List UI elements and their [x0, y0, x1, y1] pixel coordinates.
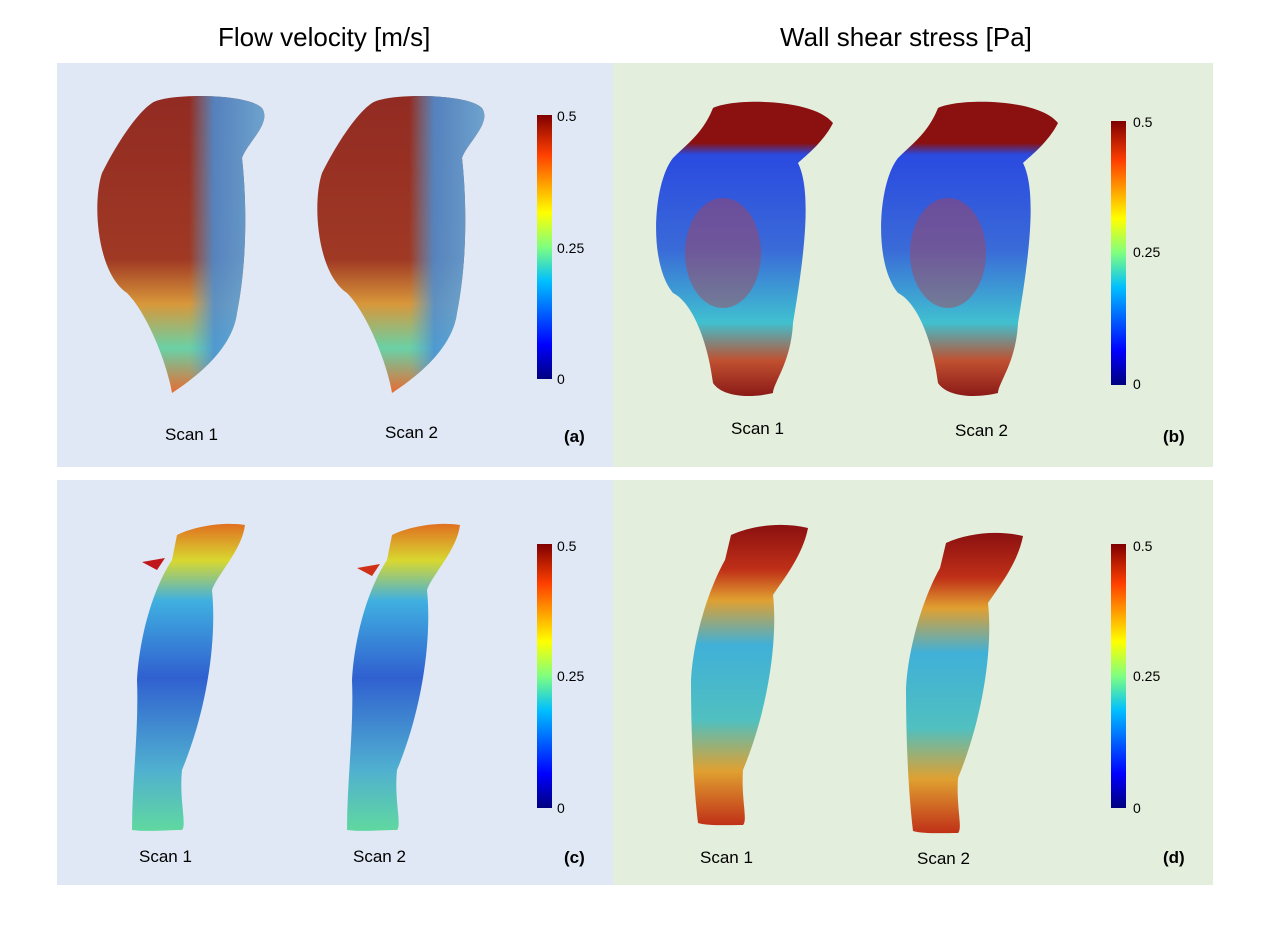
panel-letter: (b) [1163, 427, 1185, 446]
panel-b-wall-shear-stress: Scan 1 Scan 2 (b) 0.5 0.25 0 [613, 63, 1213, 467]
scan-1-vessel [656, 101, 833, 396]
panel-d-wall-shear-stress: Scan 1 Scan 2 (d) 0.5 0.25 0 [613, 480, 1213, 885]
panel-a-vessel-render [97, 96, 485, 394]
colorbar-max-label: 0.5 [557, 108, 577, 124]
colorbar-min-label: 0 [557, 800, 565, 816]
panel-a-flow-velocity: Scan 1 Scan 2 (a) 0.5 0.25 0 [57, 63, 613, 467]
scan-1-vessel [691, 524, 808, 826]
colorbar-max-label: 0.5 [1133, 538, 1153, 554]
colorbar [1111, 121, 1126, 385]
scan-2-vessel [881, 101, 1058, 396]
panel-letter: (c) [564, 848, 585, 867]
colorbar-max-label: 0.5 [1133, 114, 1153, 130]
wall-shear-stress-header: Wall shear stress [Pa] [780, 22, 1032, 52]
scan-2-label: Scan 2 [353, 847, 406, 866]
panel-c-vessel-render [132, 523, 460, 831]
scan-2-vessel [906, 532, 1023, 834]
scan-2-vessel [317, 96, 485, 394]
scan-2-label: Scan 2 [917, 849, 970, 868]
colorbar-mid-label: 0.25 [1133, 668, 1161, 684]
colorbar [537, 115, 552, 379]
colorbar-min-label: 0 [557, 371, 565, 387]
panel-letter: (d) [1163, 848, 1185, 867]
scan-2-label: Scan 2 [955, 421, 1008, 440]
panel-c-flow-velocity: Scan 1 Scan 2 (c) 0.5 0.25 0 [57, 480, 613, 885]
panel-d-vessel-render [691, 524, 1023, 834]
panel-letter: (a) [564, 427, 585, 446]
colorbar-mid-label: 0.25 [557, 240, 585, 256]
colorbar [1111, 544, 1126, 808]
colorbar-max-label: 0.5 [557, 538, 577, 554]
scan-2-label: Scan 2 [385, 423, 438, 442]
colorbar-min-label: 0 [1133, 376, 1141, 392]
scan-1-vessel [132, 523, 245, 831]
scan-1-vessel [97, 96, 265, 394]
colorbar [537, 544, 552, 808]
colorbar-mid-label: 0.25 [557, 668, 585, 684]
scan-1-label: Scan 1 [165, 425, 218, 444]
scan-1-label: Scan 1 [731, 419, 784, 438]
colorbar-mid-label: 0.25 [1133, 244, 1161, 260]
scan-1-label: Scan 1 [139, 847, 192, 866]
panel-b-vessel-render [656, 101, 1058, 396]
scan-2-vessel [347, 523, 460, 831]
scan-1-label: Scan 1 [700, 848, 753, 867]
colorbar-min-label: 0 [1133, 800, 1141, 816]
flow-velocity-header: Flow velocity [m/s] [218, 22, 431, 52]
